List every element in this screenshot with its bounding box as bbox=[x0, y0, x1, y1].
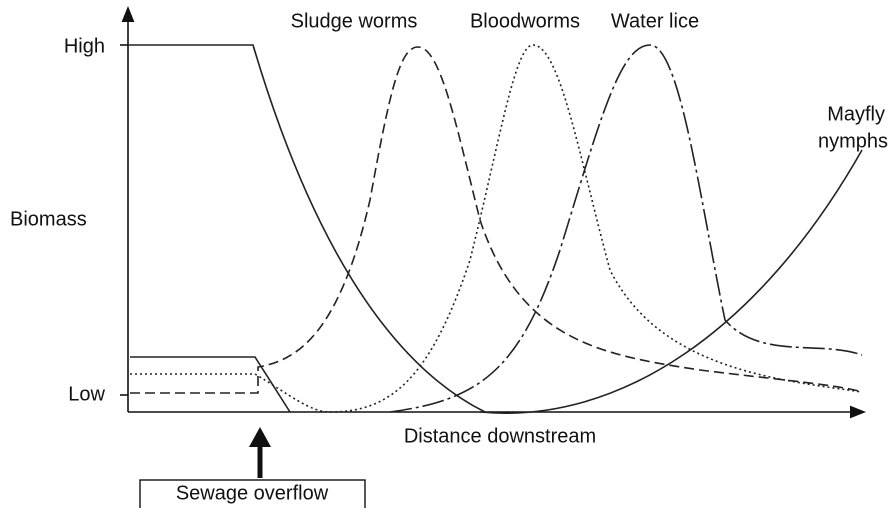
mayfly-curve bbox=[479, 149, 863, 414]
y-high-label: High bbox=[64, 35, 105, 57]
y-low-label: Low bbox=[68, 383, 105, 405]
event-arrowhead bbox=[249, 427, 271, 447]
event-label: Sewage overflow bbox=[176, 482, 329, 504]
y-axis-label: Biomass bbox=[10, 208, 87, 230]
curve-label: Mayfly bbox=[827, 103, 885, 125]
curve-label: Bloodworms bbox=[470, 10, 580, 32]
initial-level bbox=[130, 356, 291, 413]
curve-label: nymphs bbox=[818, 130, 888, 152]
bloodworms-curve bbox=[130, 44, 863, 413]
oxygen-curve bbox=[128, 44, 486, 413]
curve-label: Sludge worms bbox=[291, 10, 418, 32]
curve-label: Water lice bbox=[611, 10, 699, 32]
sludge-worms-curve bbox=[130, 46, 863, 394]
x-axis-label: Distance downstream bbox=[404, 425, 596, 447]
water-lice-curve bbox=[389, 44, 863, 413]
